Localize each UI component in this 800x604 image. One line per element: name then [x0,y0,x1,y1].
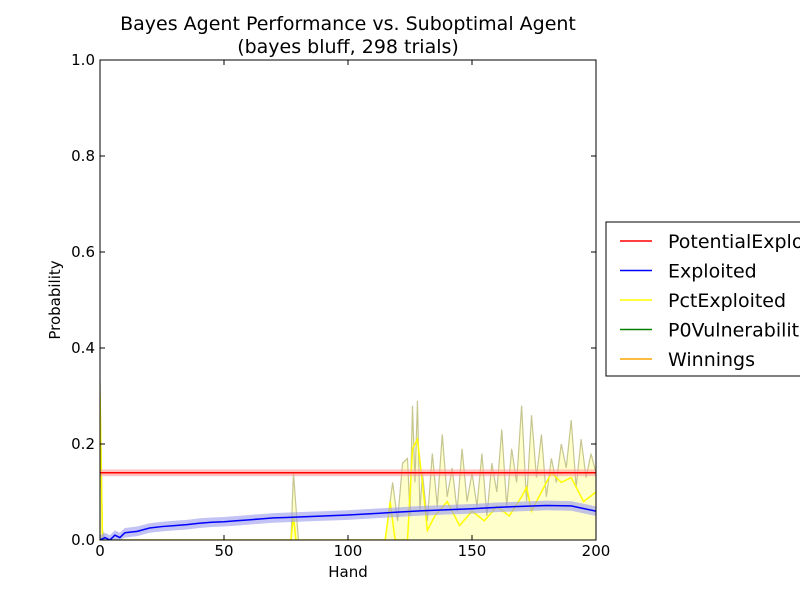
x-tick-label: 150 [458,542,487,560]
x-tick-label: 200 [582,542,611,560]
legend-box [605,221,800,377]
y-axis-label: Probability [46,260,64,339]
exploited-band [100,500,596,540]
legend-label: Winnings [668,349,755,371]
x-tick-label: 100 [334,542,363,560]
y-tick-label: 0.8 [71,147,95,165]
axes: 0 50 100 150 200 0.0 0.2 0.4 0.6 0.8 1.0 [71,51,610,560]
chart-subtitle: (bayes bluff, 298 trials) [237,36,459,58]
x-tick-label: 0 [95,542,105,560]
legend-label: PotentialExplo [668,231,800,253]
y-tick-label: 0.0 [71,531,95,549]
y-tick-label: 0.2 [71,435,95,453]
legend[interactable]: PotentialExplo Exploited PctExploited P0Vul… [605,221,800,377]
series-exploited-line [100,504,596,540]
y-tick-label: 0.6 [71,243,95,261]
legend-label: PctExploited [668,290,786,312]
y-tick-label: 1.0 [71,51,95,69]
legend-label: P0Vulnerabilit [668,320,799,342]
y-tick-label: 0.4 [71,339,95,357]
legend-label: Exploited [668,261,757,283]
plot-area [100,381,596,540]
chart-title: Bayes Agent Performance vs. Suboptimal A… [120,13,576,35]
pctexploited-band-fill [100,381,596,540]
x-tick-label: 50 [214,542,233,560]
x-axis-label: Hand [328,563,368,581]
